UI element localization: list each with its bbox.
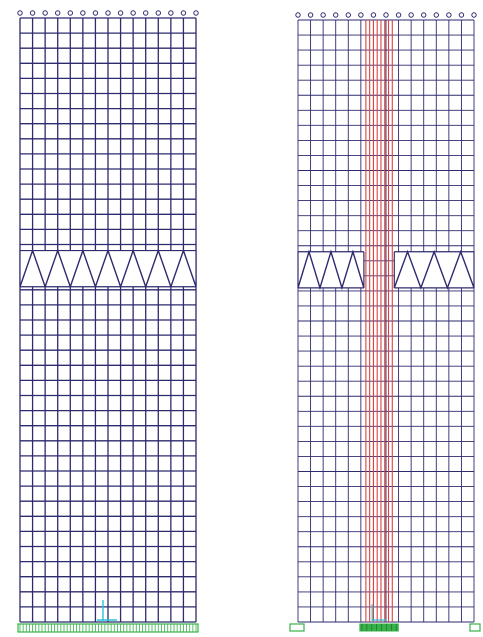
column-node-marker <box>143 10 149 16</box>
column-node-marker <box>42 10 48 16</box>
column-node-marker <box>130 10 136 16</box>
truss-story-bay <box>298 251 364 288</box>
column-node-marker <box>370 12 377 18</box>
column-node-marker <box>295 12 301 18</box>
column-node-marker <box>320 12 326 18</box>
column-node-marker <box>168 10 174 16</box>
column-node-marker <box>105 10 111 16</box>
column-node-marker <box>345 12 351 18</box>
column-node-marker <box>67 10 73 16</box>
column-node-marker <box>29 10 36 16</box>
truss-diagonals <box>393 249 475 290</box>
frame-elevation-right <box>289 12 481 632</box>
truss-diagonals <box>297 249 365 291</box>
edge-support-pad <box>289 623 305 632</box>
column-node-marker <box>92 10 99 16</box>
column-node-marker <box>358 12 364 18</box>
column-node-marker <box>155 10 161 16</box>
edge-support-pad <box>469 623 481 632</box>
column-node-marker <box>333 12 339 18</box>
column-node-marker <box>17 10 23 16</box>
column-node-marker <box>55 10 61 16</box>
core-foundation <box>359 623 399 632</box>
column-node-marker <box>471 12 477 18</box>
column-node-marker <box>421 12 427 18</box>
column-node-marker <box>193 10 199 16</box>
frame-elevation-left <box>17 10 199 633</box>
column-node-marker <box>395 12 402 18</box>
truss-diagonals <box>19 248 197 289</box>
truss-story-bay <box>394 251 474 288</box>
column-node-marker <box>446 12 452 18</box>
column-node-marker <box>433 12 439 18</box>
column-node-marker <box>80 10 86 16</box>
truss-story-bay <box>20 250 196 287</box>
column-node-marker <box>408 12 414 18</box>
column-node-marker <box>458 12 465 18</box>
column-node-marker <box>180 10 187 16</box>
column-node-marker <box>117 10 124 16</box>
column-node-marker <box>307 12 314 18</box>
column-node-marker <box>383 12 389 18</box>
